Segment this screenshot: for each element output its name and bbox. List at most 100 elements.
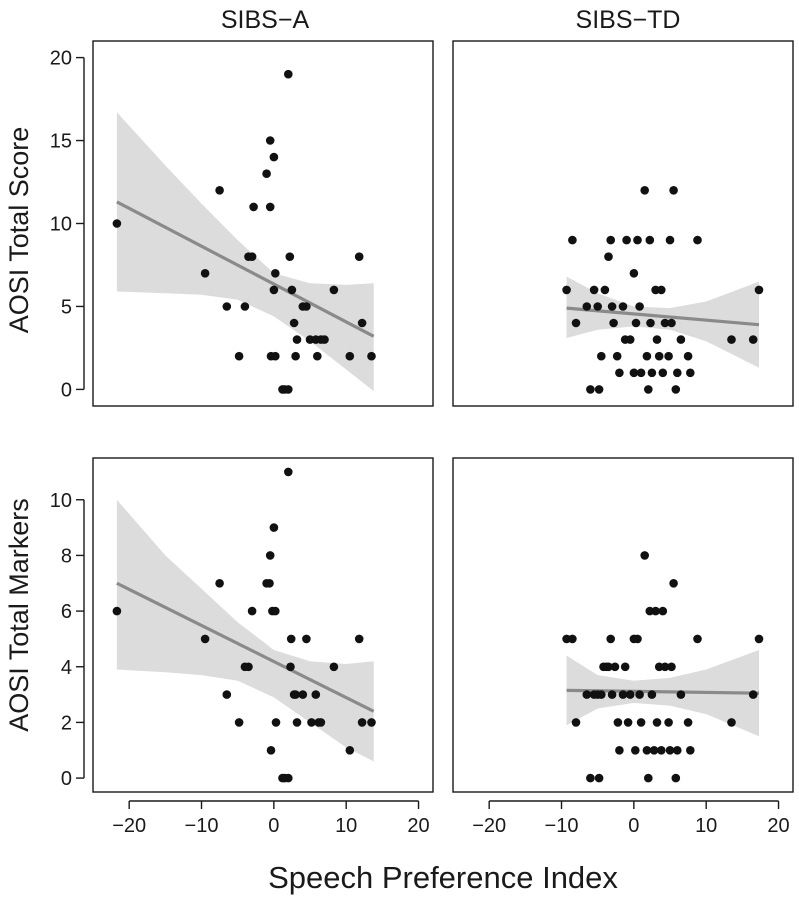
data-point (649, 746, 659, 755)
data-point (594, 773, 604, 783)
y-tick-label: 2 (61, 712, 72, 734)
y-tick-label: 6 (61, 601, 72, 623)
data-point (654, 351, 664, 361)
confidence-band-sibs-a-markers (116, 499, 374, 762)
data-point (244, 662, 253, 672)
data-point (620, 662, 630, 672)
data-point (631, 318, 641, 328)
data-point (683, 718, 693, 727)
panel-frame-sibs-td-score (452, 40, 794, 407)
data-point (651, 606, 660, 616)
data-point (622, 235, 631, 245)
y-tick-label: 8 (61, 545, 72, 567)
data-point (727, 718, 736, 727)
data-point (594, 385, 604, 394)
data-point (249, 202, 258, 212)
data-point (265, 579, 274, 588)
x-tick-label: 0 (268, 815, 279, 837)
data-point (657, 746, 666, 755)
data-point (215, 186, 224, 195)
data-point (609, 318, 618, 328)
data-point (673, 368, 682, 378)
data-point (647, 690, 657, 699)
data-point (676, 690, 686, 699)
data-point (748, 335, 758, 344)
data-point (291, 690, 300, 699)
data-point (234, 718, 244, 727)
data-point (292, 335, 302, 344)
data-point (642, 351, 652, 361)
data-point (607, 690, 617, 699)
data-point (357, 318, 367, 328)
data-point (652, 335, 662, 344)
y-tick-label: 15 (50, 131, 72, 153)
data-point (266, 746, 276, 755)
data-point (727, 335, 736, 344)
data-point (597, 351, 606, 361)
column-title-sibs-td: SIBS−TD (576, 6, 681, 34)
data-point (636, 718, 646, 727)
regression-line-sibs-td-score (566, 306, 760, 327)
data-point (265, 202, 275, 212)
data-point (215, 579, 224, 588)
data-point (657, 285, 666, 295)
data-point (660, 318, 670, 328)
data-point (285, 252, 295, 261)
x-tick-label: 10 (695, 815, 717, 837)
data-point (625, 690, 635, 699)
y-tick-label: 10 (50, 490, 72, 512)
data-point (669, 186, 678, 195)
data-point (284, 69, 293, 79)
data-point (633, 235, 642, 245)
x-tick-label: −10 (545, 815, 579, 837)
data-point (640, 551, 649, 560)
data-point (287, 285, 297, 295)
data-point (247, 606, 257, 616)
panel-top-left: 0 5 10 15 20 (50, 40, 434, 407)
data-point (607, 302, 617, 311)
data-point (313, 351, 322, 361)
data-point (597, 690, 606, 699)
data-point (582, 302, 592, 311)
data-point (604, 252, 613, 261)
data-point (604, 662, 613, 672)
data-point (593, 302, 602, 311)
data-point (618, 302, 628, 311)
data-point (311, 690, 321, 699)
x-axis-title: Speech Preference Index (268, 860, 618, 895)
data-point (676, 335, 686, 344)
confidence-band-sibs-a-score (116, 112, 374, 392)
data-point (367, 351, 376, 361)
data-point (669, 579, 678, 588)
data-point (284, 467, 293, 477)
data-point (354, 252, 364, 261)
data-point (644, 385, 653, 394)
regression-line-sibs-a-markers (116, 581, 375, 713)
data-point (629, 368, 639, 378)
regression-line-sibs-a-score (116, 200, 375, 338)
data-point (582, 690, 592, 699)
data-point (234, 351, 244, 361)
data-point (200, 269, 210, 278)
data-point (606, 235, 615, 245)
data-point (640, 186, 649, 195)
data-point (568, 634, 577, 644)
data-point (631, 746, 640, 755)
data-point (633, 634, 642, 644)
data-point (265, 136, 275, 145)
data-point (647, 368, 657, 378)
data-point (600, 285, 610, 295)
y-tick-label: 5 (61, 296, 72, 318)
data-point (613, 718, 623, 727)
x-tick-label: 20 (767, 815, 789, 837)
data-point (200, 634, 210, 644)
data-point (262, 169, 271, 178)
y-tick-label: 0 (61, 379, 72, 401)
data-point (291, 351, 300, 361)
data-point (298, 690, 308, 699)
data-point (354, 634, 364, 644)
data-point (612, 351, 622, 361)
data-point (618, 690, 628, 699)
data-point (671, 773, 681, 783)
panel-frame-sibs-td-markers (452, 457, 794, 793)
